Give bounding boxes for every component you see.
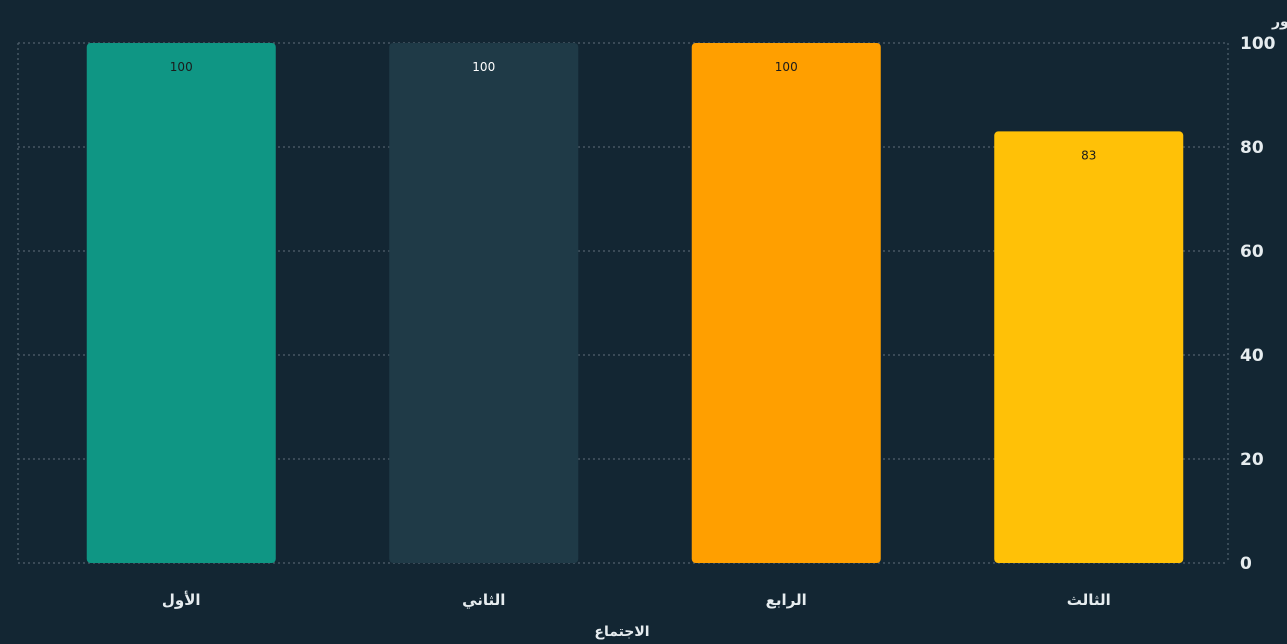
y-axis-title: (%) نسبة الحضور (1271, 14, 1287, 30)
x-tick-label: الرابع (766, 591, 807, 609)
data-label: 100 (472, 60, 495, 74)
x-tick-label: الأول (162, 591, 201, 609)
bar (389, 43, 579, 563)
y-tick-label: 60 (1240, 242, 1264, 262)
y-axis-ticks: 0 20 40 60 80 100 (1240, 34, 1276, 574)
bars (86, 43, 1184, 563)
y-tick-label: 40 (1240, 346, 1264, 366)
data-label: 100 (170, 60, 193, 74)
y-tick-label: 80 (1240, 138, 1264, 158)
data-label: 83 (1081, 148, 1096, 162)
bar (691, 43, 881, 563)
bar (994, 131, 1184, 563)
x-axis-title: الاجتماع (594, 624, 649, 640)
data-label: 100 (775, 60, 798, 74)
x-tick-label: الثالث (1067, 591, 1111, 609)
y-tick-label: 20 (1240, 450, 1264, 470)
bar (86, 43, 276, 563)
x-axis-ticks: الأول الثاني الرابع الثالث (162, 591, 1111, 609)
x-tick-label: الثاني (462, 591, 505, 609)
data-labels: 100 100 100 83 (170, 60, 1097, 162)
y-tick-label: 0 (1240, 554, 1252, 574)
y-tick-label: 100 (1240, 34, 1276, 54)
